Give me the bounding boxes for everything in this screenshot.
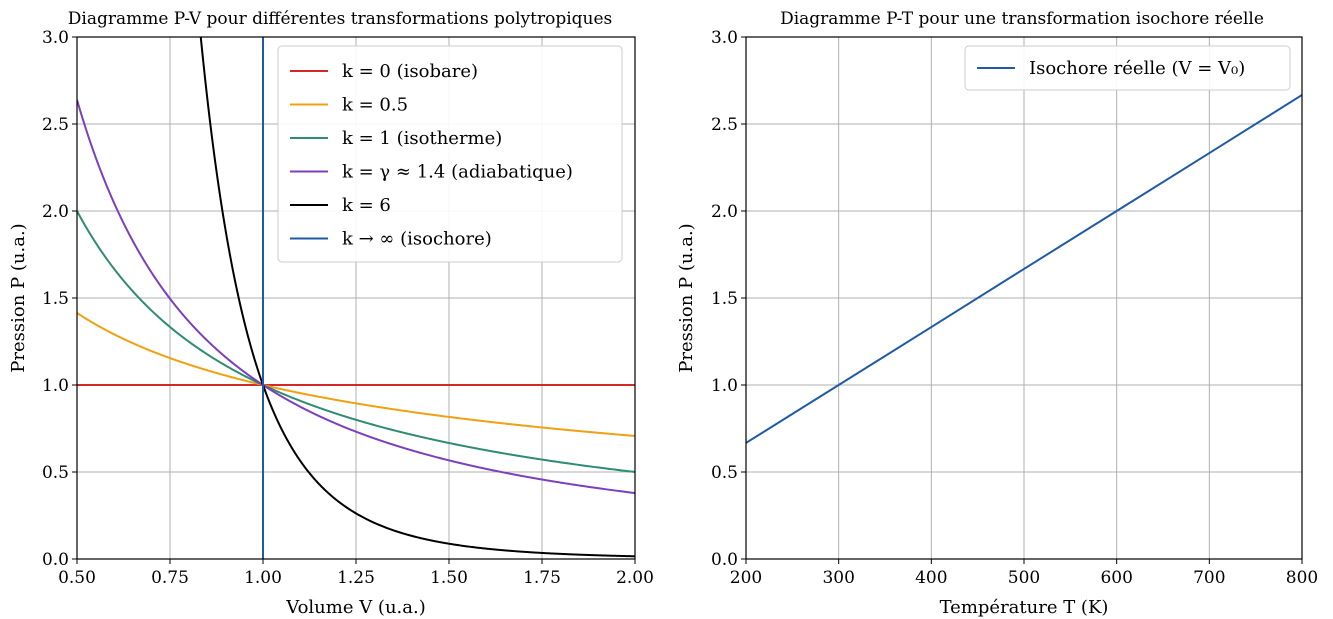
pv-series-line-1: [77, 312, 635, 437]
pv-x-axis-label: Volume V (u.a.): [285, 597, 426, 618]
pv-x-tick-label: 2.00: [616, 568, 654, 588]
pv-y-tick-label: 0.5: [42, 463, 69, 483]
pv-legend-label-2: k = 1 (isotherme): [342, 128, 502, 149]
pt-y-tick-label: 2.5: [711, 115, 738, 135]
pt-x-axis-label: Température T (K): [940, 597, 1109, 618]
pt-legend: Isochore réelle (V = V₀): [964, 45, 1291, 91]
pv-y-tick-label: 0.0: [42, 550, 69, 570]
pt-y-tick-label: 0.0: [711, 550, 738, 570]
pv-x-ticks: 0.50 0.75 1.00 1.25 1.50 1.75 2.00: [58, 559, 654, 588]
pv-x-tick-label: 1.75: [523, 568, 561, 588]
pv-legend: k = 0 (isobare) k = 0.5 k = 1 (isotherme) k…: [277, 45, 623, 263]
pv-legend-label-3: k = γ ≈ 1.4 (adiabatique): [342, 162, 573, 183]
pt-x-tick-label: 600: [1100, 568, 1132, 588]
pt-chart: Diagramme P-T pour une transformation is…: [676, 9, 1318, 618]
pv-y-tick-label: 3.0: [42, 28, 69, 48]
pv-legend-label-4: k = 6: [342, 195, 391, 216]
pt-chart-title: Diagramme P-T pour une transformation is…: [780, 9, 1264, 29]
pv-series-line-2: [77, 210, 635, 473]
pt-x-tick-label: 500: [1008, 568, 1040, 588]
pt-y-tick-label: 1.0: [711, 376, 738, 396]
pv-y-tick-label: 2.0: [42, 202, 69, 222]
pt-x-tick-label: 200: [730, 568, 762, 588]
pv-series-line-3: [77, 99, 635, 495]
pt-x-tick-label: 300: [822, 568, 854, 588]
pt-y-tick-label: 2.0: [711, 202, 738, 222]
pv-y-tick-label: 1.5: [42, 289, 69, 309]
pt-x-tick-label: 700: [1193, 568, 1225, 588]
pt-x-tick-label: 800: [1286, 568, 1318, 588]
pv-y-tick-label: 1.0: [42, 376, 69, 396]
pt-grid: [745, 36, 1303, 560]
pt-legend-label-0: Isochore réelle (V = V₀): [1029, 58, 1245, 79]
pt-x-ticks: 200 300 400 500 600 700 800: [730, 559, 1318, 588]
pt-series-line-0: [746, 94, 1302, 444]
pv-legend-label-5: k → ∞ (isochore): [342, 229, 492, 250]
pt-y-tick-label: 3.0: [711, 28, 738, 48]
pt-y-tick-label: 1.5: [711, 289, 738, 309]
pv-legend-label-1: k = 0.5: [342, 95, 408, 116]
pv-legend-box: [277, 45, 623, 263]
pv-y-tick-label: 2.5: [42, 115, 69, 135]
pv-x-tick-label: 0.50: [58, 568, 96, 588]
pv-y-ticks: 0.0 0.5 1.0 1.5 2.0 2.5 3.0: [42, 28, 77, 570]
pv-series-line-4: [199, 37, 635, 558]
pt-y-tick-label: 0.5: [711, 463, 738, 483]
pt-x-tick-label: 400: [915, 568, 947, 588]
pv-y-axis-label: Pression P (u.a.): [8, 223, 29, 372]
pt-y-axis-label: Pression P (u.a.): [676, 223, 697, 372]
pv-legend-label-0: k = 0 (isobare): [342, 61, 478, 82]
pt-plot-area: [746, 94, 1302, 444]
pv-plot-area: [77, 37, 635, 559]
pv-chart-title: Diagramme P-V pour différentes transform…: [68, 9, 613, 29]
pv-chart: Diagramme P-V pour différentes transform…: [8, 9, 654, 618]
pv-x-tick-label: 1.50: [430, 568, 468, 588]
pv-x-tick-label: 1.25: [337, 568, 375, 588]
pt-y-ticks: 0.0 0.5 1.0 1.5 2.0 2.5 3.0: [711, 28, 746, 570]
pv-x-tick-label: 0.75: [151, 568, 189, 588]
pt-legend-box: [964, 45, 1291, 91]
pv-x-tick-label: 1.00: [244, 568, 282, 588]
